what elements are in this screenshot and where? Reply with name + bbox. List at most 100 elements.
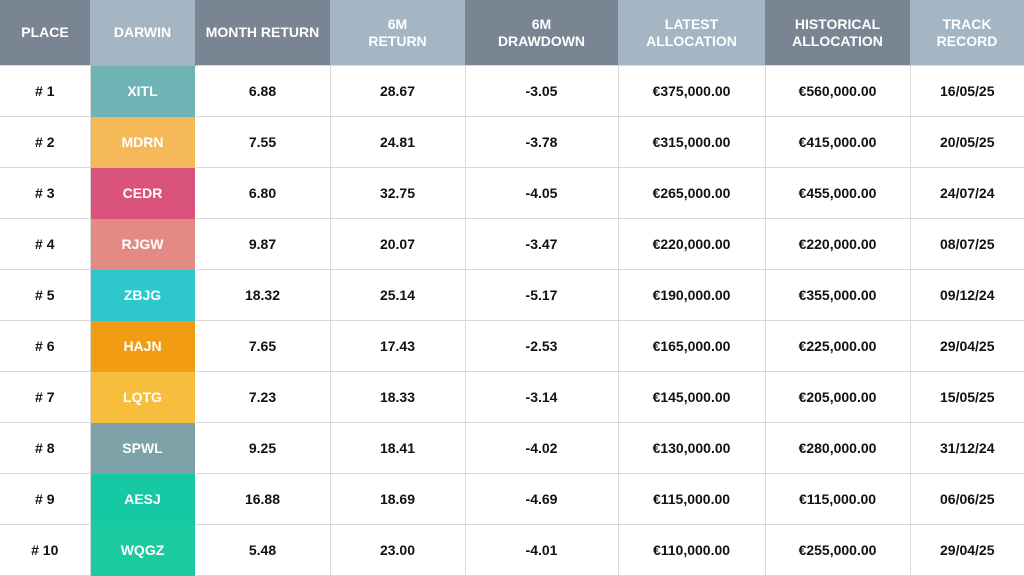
table-cell: 06/06/25	[909, 473, 1024, 525]
table-cell: 18.41	[329, 422, 466, 474]
darwin-cell: ZBJG	[90, 269, 195, 321]
darwin-cell: WQGZ	[90, 524, 195, 576]
table-cell: -3.05	[464, 65, 619, 117]
table-cell: 5.48	[194, 524, 331, 576]
table-row: # 9 AESJ 16.88 18.69 -4.69 €115,000.00 €115,00…	[0, 473, 1024, 525]
table-cell: 25.14	[329, 269, 466, 321]
darwin-cell: XITL	[90, 65, 195, 117]
table-cell: €455,000.00	[764, 167, 911, 219]
header-row: PLACE DARWIN MONTH RETURN 6M RETURN 6M DRAWD…	[0, 0, 1024, 66]
table-cell: €415,000.00	[764, 116, 911, 168]
darwin-cell: MDRN	[90, 116, 195, 168]
table-cell: -4.05	[464, 167, 619, 219]
table-body: # 1 XITL 6.88 28.67 -3.05 €375,000.00 €560,000…	[0, 65, 1024, 576]
table-cell: €110,000.00	[617, 524, 766, 576]
column-header: 6M RETURN	[330, 0, 465, 66]
table-cell: €265,000.00	[617, 167, 766, 219]
darwin-cell: CEDR	[90, 167, 195, 219]
table-cell: -2.53	[464, 320, 619, 372]
table-cell: 16/05/25	[909, 65, 1024, 117]
table-cell: €220,000.00	[764, 218, 911, 270]
darwin-cell: LQTG	[90, 371, 195, 423]
table-row: # 6 HAJN 7.65 17.43 -2.53 €165,000.00 €225,000…	[0, 320, 1024, 372]
table-cell: -5.17	[464, 269, 619, 321]
table-cell: €355,000.00	[764, 269, 911, 321]
table-cell: 28.67	[329, 65, 466, 117]
table-cell: -3.14	[464, 371, 619, 423]
table-cell: €255,000.00	[764, 524, 911, 576]
table-cell: # 3	[0, 167, 91, 219]
table-cell: €225,000.00	[764, 320, 911, 372]
table-cell: 08/07/25	[909, 218, 1024, 270]
table-row: # 2 MDRN 7.55 24.81 -3.78 €315,000.00 €415,000…	[0, 116, 1024, 168]
table-cell: # 7	[0, 371, 91, 423]
darwin-cell: AESJ	[90, 473, 195, 525]
table-cell: 6.88	[194, 65, 331, 117]
table-cell: 7.55	[194, 116, 331, 168]
table-cell: €280,000.00	[764, 422, 911, 474]
table-cell: # 4	[0, 218, 91, 270]
table-cell: 18.32	[194, 269, 331, 321]
table-row: # 10 WQGZ 5.48 23.00 -4.01 €110,000.00 €255,00…	[0, 524, 1024, 576]
table-cell: €115,000.00	[617, 473, 766, 525]
table-row: # 1 XITL 6.88 28.67 -3.05 €375,000.00 €560,000…	[0, 65, 1024, 117]
table-cell: -4.02	[464, 422, 619, 474]
column-header: DARWIN	[90, 0, 195, 66]
table-cell: # 8	[0, 422, 91, 474]
darwin-cell: HAJN	[90, 320, 195, 372]
table-cell: €145,000.00	[617, 371, 766, 423]
table-cell: 20.07	[329, 218, 466, 270]
table-cell: # 10	[0, 524, 91, 576]
table-cell: €165,000.00	[617, 320, 766, 372]
column-header: LATEST ALLOCATION	[618, 0, 765, 66]
table-cell: 24.81	[329, 116, 466, 168]
table-cell: 9.25	[194, 422, 331, 474]
table-cell: -3.47	[464, 218, 619, 270]
table-cell: 17.43	[329, 320, 466, 372]
column-header: TRACK RECORD	[910, 0, 1024, 66]
darwin-cell: RJGW	[90, 218, 195, 270]
table-cell: # 1	[0, 65, 91, 117]
table-cell: 09/12/24	[909, 269, 1024, 321]
table-cell: 16.88	[194, 473, 331, 525]
table-cell: 32.75	[329, 167, 466, 219]
table-cell: 24/07/24	[909, 167, 1024, 219]
table-row: # 4 RJGW 9.87 20.07 -3.47 €220,000.00 €220,000…	[0, 218, 1024, 270]
table-row: # 5 ZBJG 18.32 25.14 -5.17 €190,000.00 €355,00…	[0, 269, 1024, 321]
table-cell: €130,000.00	[617, 422, 766, 474]
table-cell: # 6	[0, 320, 91, 372]
table-cell: # 5	[0, 269, 91, 321]
table-cell: €560,000.00	[764, 65, 911, 117]
table-cell: 18.33	[329, 371, 466, 423]
table-row: # 7 LQTG 7.23 18.33 -3.14 €145,000.00 €205,000…	[0, 371, 1024, 423]
column-header: 6M DRAWDOWN	[465, 0, 618, 66]
table-row: # 8 SPWL 9.25 18.41 -4.02 €130,000.00 €280,000…	[0, 422, 1024, 474]
table-cell: 18.69	[329, 473, 466, 525]
table-cell: €190,000.00	[617, 269, 766, 321]
table-cell: 7.65	[194, 320, 331, 372]
table-cell: €220,000.00	[617, 218, 766, 270]
table-cell: 15/05/25	[909, 371, 1024, 423]
table-cell: €315,000.00	[617, 116, 766, 168]
table-cell: 7.23	[194, 371, 331, 423]
column-header: MONTH RETURN	[195, 0, 330, 66]
darwin-cell: SPWL	[90, 422, 195, 474]
table-row: # 3 CEDR 6.80 32.75 -4.05 €265,000.00 €455,000…	[0, 167, 1024, 219]
table-cell: 9.87	[194, 218, 331, 270]
table-cell: 23.00	[329, 524, 466, 576]
table-cell: -4.69	[464, 473, 619, 525]
table-cell: 6.80	[194, 167, 331, 219]
table-cell: €375,000.00	[617, 65, 766, 117]
table-cell: 31/12/24	[909, 422, 1024, 474]
column-header: HISTORICAL ALLOCATION	[765, 0, 910, 66]
column-header: PLACE	[0, 0, 90, 66]
table-cell: 20/05/25	[909, 116, 1024, 168]
table-cell: -3.78	[464, 116, 619, 168]
table-cell: €115,000.00	[764, 473, 911, 525]
table-cell: -4.01	[464, 524, 619, 576]
table-cell: €205,000.00	[764, 371, 911, 423]
table-cell: # 2	[0, 116, 91, 168]
table-cell: 29/04/25	[909, 524, 1024, 576]
